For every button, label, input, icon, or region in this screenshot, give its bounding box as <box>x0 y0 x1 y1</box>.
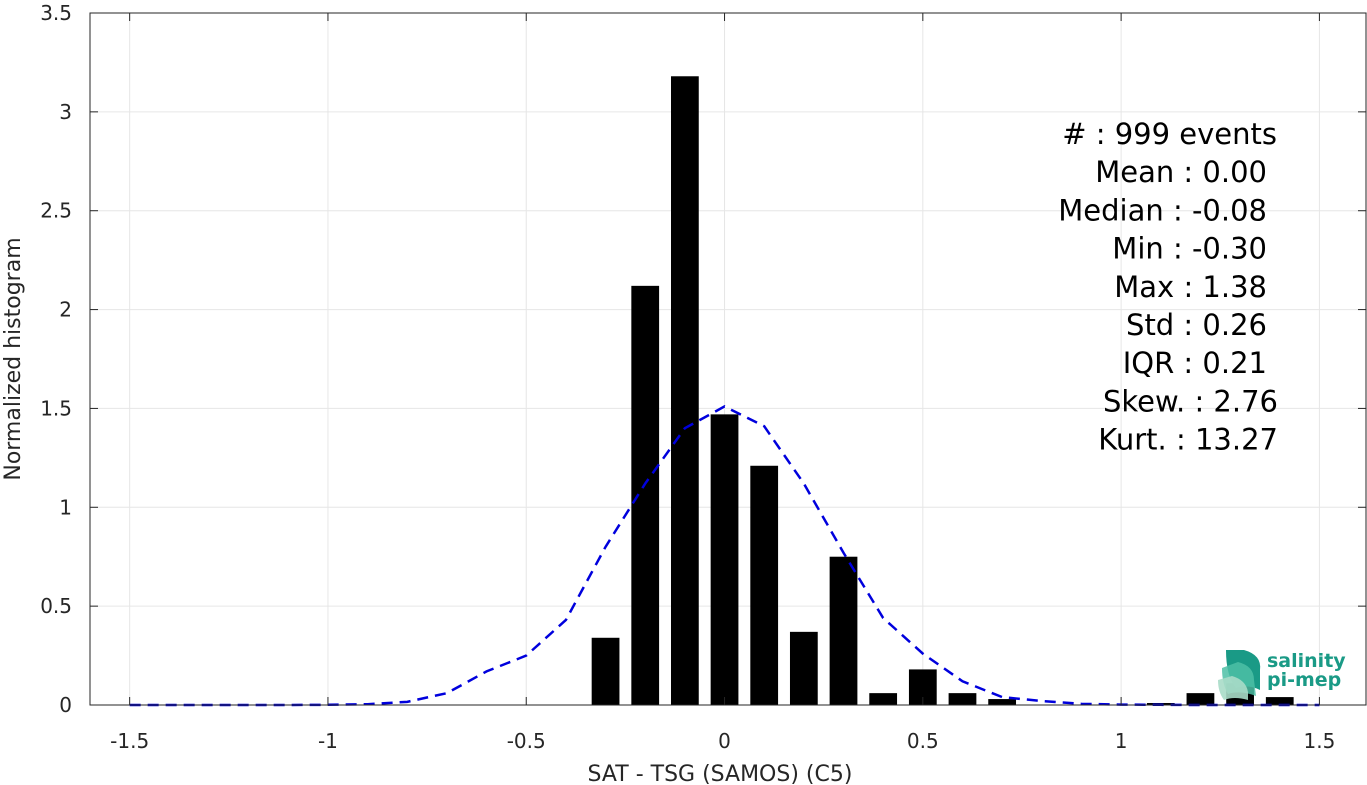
x-axis-ticks: -1.5 -1 -0.5 0 0.5 1 1.5 <box>110 13 1335 753</box>
y-tick-label: 2.5 <box>40 199 72 223</box>
y-tick-label: 2 <box>59 298 72 322</box>
y-axis-label: Normalized histogram <box>1 237 26 480</box>
histogram-bar <box>631 285 660 705</box>
y-tick-label: 3 <box>59 100 72 124</box>
histogram-bar <box>1265 697 1294 705</box>
y-tick-label: 0 <box>59 693 72 717</box>
salinity-pi-mep-logo: salinity pi-mep <box>1218 650 1346 700</box>
logo-mark-icon <box>1218 650 1261 700</box>
stat-line: Median : -0.08 <box>1058 193 1267 227</box>
logo-line2: pi-mep <box>1267 669 1341 691</box>
axes-frame <box>89 12 1367 706</box>
stat-line: IQR : 0.21 <box>1123 346 1267 380</box>
y-axis-ticks: 0 0.5 1 1.5 2 2.5 3 3.5 <box>40 1 1366 717</box>
y-tick-label: 1 <box>59 495 72 519</box>
x-tick-label: -0.5 <box>507 729 546 753</box>
logo-line1: salinity <box>1267 650 1346 672</box>
stat-line: Std : 0.26 <box>1126 308 1267 342</box>
stat-line: Mean : 0.00 <box>1095 155 1267 189</box>
stat-line: # : 999 events <box>1062 117 1277 151</box>
grid-lines <box>90 12 1367 706</box>
x-tick-label: -1 <box>318 729 338 753</box>
histogram-bar <box>988 699 1017 705</box>
y-tick-label: 0.5 <box>40 594 72 618</box>
histogram-bar <box>670 76 699 706</box>
stat-line: Kurt. : 13.27 <box>1098 423 1278 457</box>
x-tick-label: 0.5 <box>907 729 939 753</box>
x-tick-label: 1 <box>1115 729 1128 753</box>
x-axis-label: SAT - TSG (SAMOS) (C5) <box>588 762 853 785</box>
histogram-bars <box>591 76 1294 706</box>
histogram-bar <box>829 556 858 705</box>
x-tick-label: -1.5 <box>110 729 149 753</box>
axes-box <box>89 12 1367 706</box>
histogram-bar <box>591 637 620 705</box>
histogram-bar <box>948 693 977 705</box>
histogram-bar <box>789 631 818 705</box>
y-tick-label: 3.5 <box>40 1 72 25</box>
histogram-bar <box>1186 693 1215 705</box>
stat-line: Max : 1.38 <box>1114 270 1267 304</box>
statistics-panel: # : 999 events Mean : 0.00 Median : -0.08 M… <box>1058 117 1278 457</box>
x-tick-label: 1.5 <box>1304 729 1336 753</box>
stat-line: Skew. : 2.76 <box>1103 384 1278 418</box>
histogram-bar <box>710 414 739 705</box>
histogram-bar <box>750 465 779 705</box>
x-tick-label: 0 <box>718 729 731 753</box>
y-tick-label: 1.5 <box>40 396 72 420</box>
stat-line: Min : -0.30 <box>1112 232 1267 266</box>
histogram-bar <box>869 693 898 705</box>
